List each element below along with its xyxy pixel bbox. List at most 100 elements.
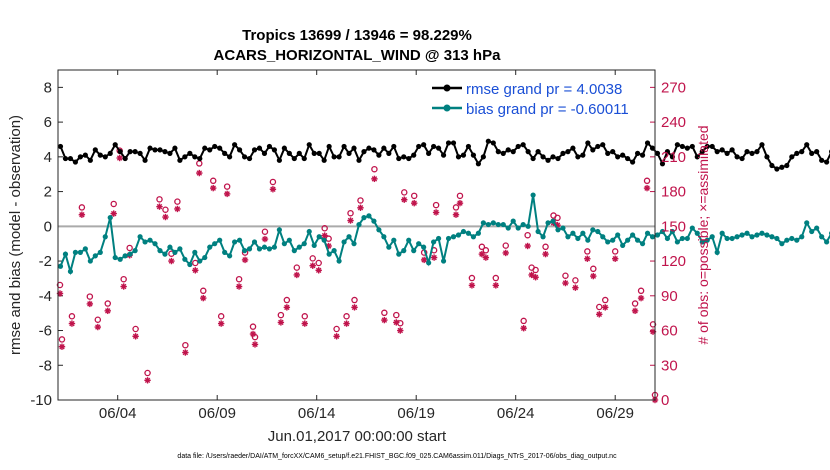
bias-point bbox=[749, 234, 755, 240]
obs-star-stroke bbox=[174, 206, 181, 212]
obs-star-stroke bbox=[162, 214, 169, 220]
obs-possible-marker bbox=[357, 197, 364, 204]
obs-assimilated-marker bbox=[321, 232, 328, 239]
obs-star-stroke bbox=[120, 283, 127, 290]
rmse-point bbox=[814, 149, 820, 155]
bias-point bbox=[62, 251, 69, 257]
plot-frame bbox=[57, 69, 656, 401]
rmse-point bbox=[694, 154, 700, 160]
obs-star-stroke bbox=[483, 254, 489, 261]
rmse-point bbox=[644, 140, 651, 146]
rmse-point bbox=[610, 149, 616, 155]
bias-point bbox=[336, 258, 342, 264]
obs-possible-marker bbox=[301, 313, 309, 320]
y2-tick-label: 210 bbox=[661, 149, 686, 166]
obs-star-stroke bbox=[132, 333, 139, 340]
obs-assimilated-marker bbox=[430, 254, 438, 261]
x-tick-label: 06/29 bbox=[596, 405, 634, 422]
legend-rmse-marker bbox=[443, 84, 451, 92]
bias-series bbox=[57, 192, 830, 276]
bias-point bbox=[381, 234, 387, 240]
rmse-point bbox=[500, 150, 506, 156]
obs-assimilated-marker bbox=[309, 262, 316, 269]
y2-tick-label: 60 bbox=[661, 323, 678, 340]
y2-tick-label: 180 bbox=[661, 184, 686, 201]
bias-point bbox=[440, 258, 447, 264]
rmse-point bbox=[724, 150, 730, 156]
obs-possible-marker bbox=[452, 204, 460, 211]
bias-point bbox=[689, 225, 695, 231]
obs-star-stroke bbox=[590, 273, 597, 279]
rmse-point bbox=[525, 149, 531, 155]
rmse-point bbox=[276, 157, 282, 163]
obs-assimilated-marker bbox=[210, 184, 217, 192]
bias-point bbox=[824, 239, 830, 245]
obs-possible-marker bbox=[104, 300, 112, 307]
bias-point bbox=[545, 220, 551, 226]
rmse-point bbox=[222, 150, 228, 156]
obs-possible-marker bbox=[520, 317, 527, 325]
rmse-point bbox=[669, 154, 676, 160]
obs-assimilated-marker bbox=[168, 257, 175, 265]
rmse-point bbox=[406, 155, 412, 162]
bias-point bbox=[769, 234, 775, 240]
obs-star-stroke bbox=[116, 155, 123, 161]
legend-bias-label: bias grand pr = -0.60011 bbox=[466, 101, 629, 118]
rmse-point bbox=[455, 154, 462, 160]
bias-point bbox=[560, 225, 566, 231]
rmse-point bbox=[77, 154, 83, 160]
bias-point bbox=[167, 244, 173, 250]
obs-star-stroke bbox=[638, 295, 644, 301]
bias-point bbox=[445, 235, 452, 242]
rmse-point bbox=[590, 147, 596, 153]
obs-star-stroke bbox=[110, 210, 117, 217]
obs-assimilated-marker bbox=[132, 333, 139, 340]
bias-point bbox=[411, 248, 417, 254]
rmse-point bbox=[679, 143, 685, 150]
obs-possible-marker bbox=[132, 325, 139, 333]
bias-point bbox=[500, 221, 506, 228]
obs-star-stroke bbox=[87, 301, 93, 307]
bias-point bbox=[421, 244, 427, 250]
y-tick-label: -6 bbox=[39, 323, 52, 340]
obs-assimilated-marker bbox=[397, 327, 404, 334]
obs-star-stroke bbox=[612, 256, 618, 262]
obs-possible-marker bbox=[602, 296, 609, 304]
obs-assimilated-marker bbox=[343, 320, 350, 327]
rmse-point bbox=[540, 154, 546, 160]
rmse-point bbox=[600, 142, 606, 148]
obs-assimilated-marker bbox=[532, 274, 539, 281]
obs-star-stroke bbox=[278, 319, 284, 326]
obs-assimilated-marker bbox=[235, 283, 243, 290]
obs-star-stroke bbox=[196, 170, 203, 176]
bias-point bbox=[406, 237, 412, 243]
obs-star-stroke bbox=[503, 250, 509, 256]
bias-point bbox=[386, 244, 392, 250]
y-tick-label: 4 bbox=[44, 149, 52, 166]
obs-assimilated-marker bbox=[144, 377, 151, 384]
obs-assimilated-marker bbox=[401, 196, 408, 203]
bias-point bbox=[172, 249, 178, 255]
chart-subtitle: ACARS_HORIZONTAL_WIND @ 313 hPa bbox=[214, 47, 502, 64]
rmse-point bbox=[674, 142, 680, 148]
rmse-point bbox=[172, 145, 178, 151]
obs-possible-marker bbox=[120, 275, 127, 283]
rmse-point bbox=[714, 149, 720, 155]
bias-point bbox=[296, 244, 302, 250]
obs-possible-marker bbox=[410, 192, 418, 200]
rmse-point bbox=[122, 155, 128, 162]
bias-point bbox=[644, 230, 651, 236]
legend-bias-marker bbox=[443, 104, 451, 112]
bias-point bbox=[634, 237, 641, 243]
obs-possible-marker bbox=[347, 209, 354, 217]
obs-star-stroke bbox=[236, 283, 242, 290]
obs-assimilated-marker bbox=[110, 210, 117, 217]
obs-possible-marker bbox=[156, 196, 163, 203]
bias-point bbox=[759, 230, 765, 236]
bias-point bbox=[321, 237, 327, 243]
y-tick-label: -2 bbox=[39, 253, 52, 270]
bias-point bbox=[620, 242, 626, 249]
bias-point bbox=[202, 254, 208, 261]
obs-possible-marker bbox=[269, 178, 277, 186]
bias-point bbox=[341, 239, 347, 245]
